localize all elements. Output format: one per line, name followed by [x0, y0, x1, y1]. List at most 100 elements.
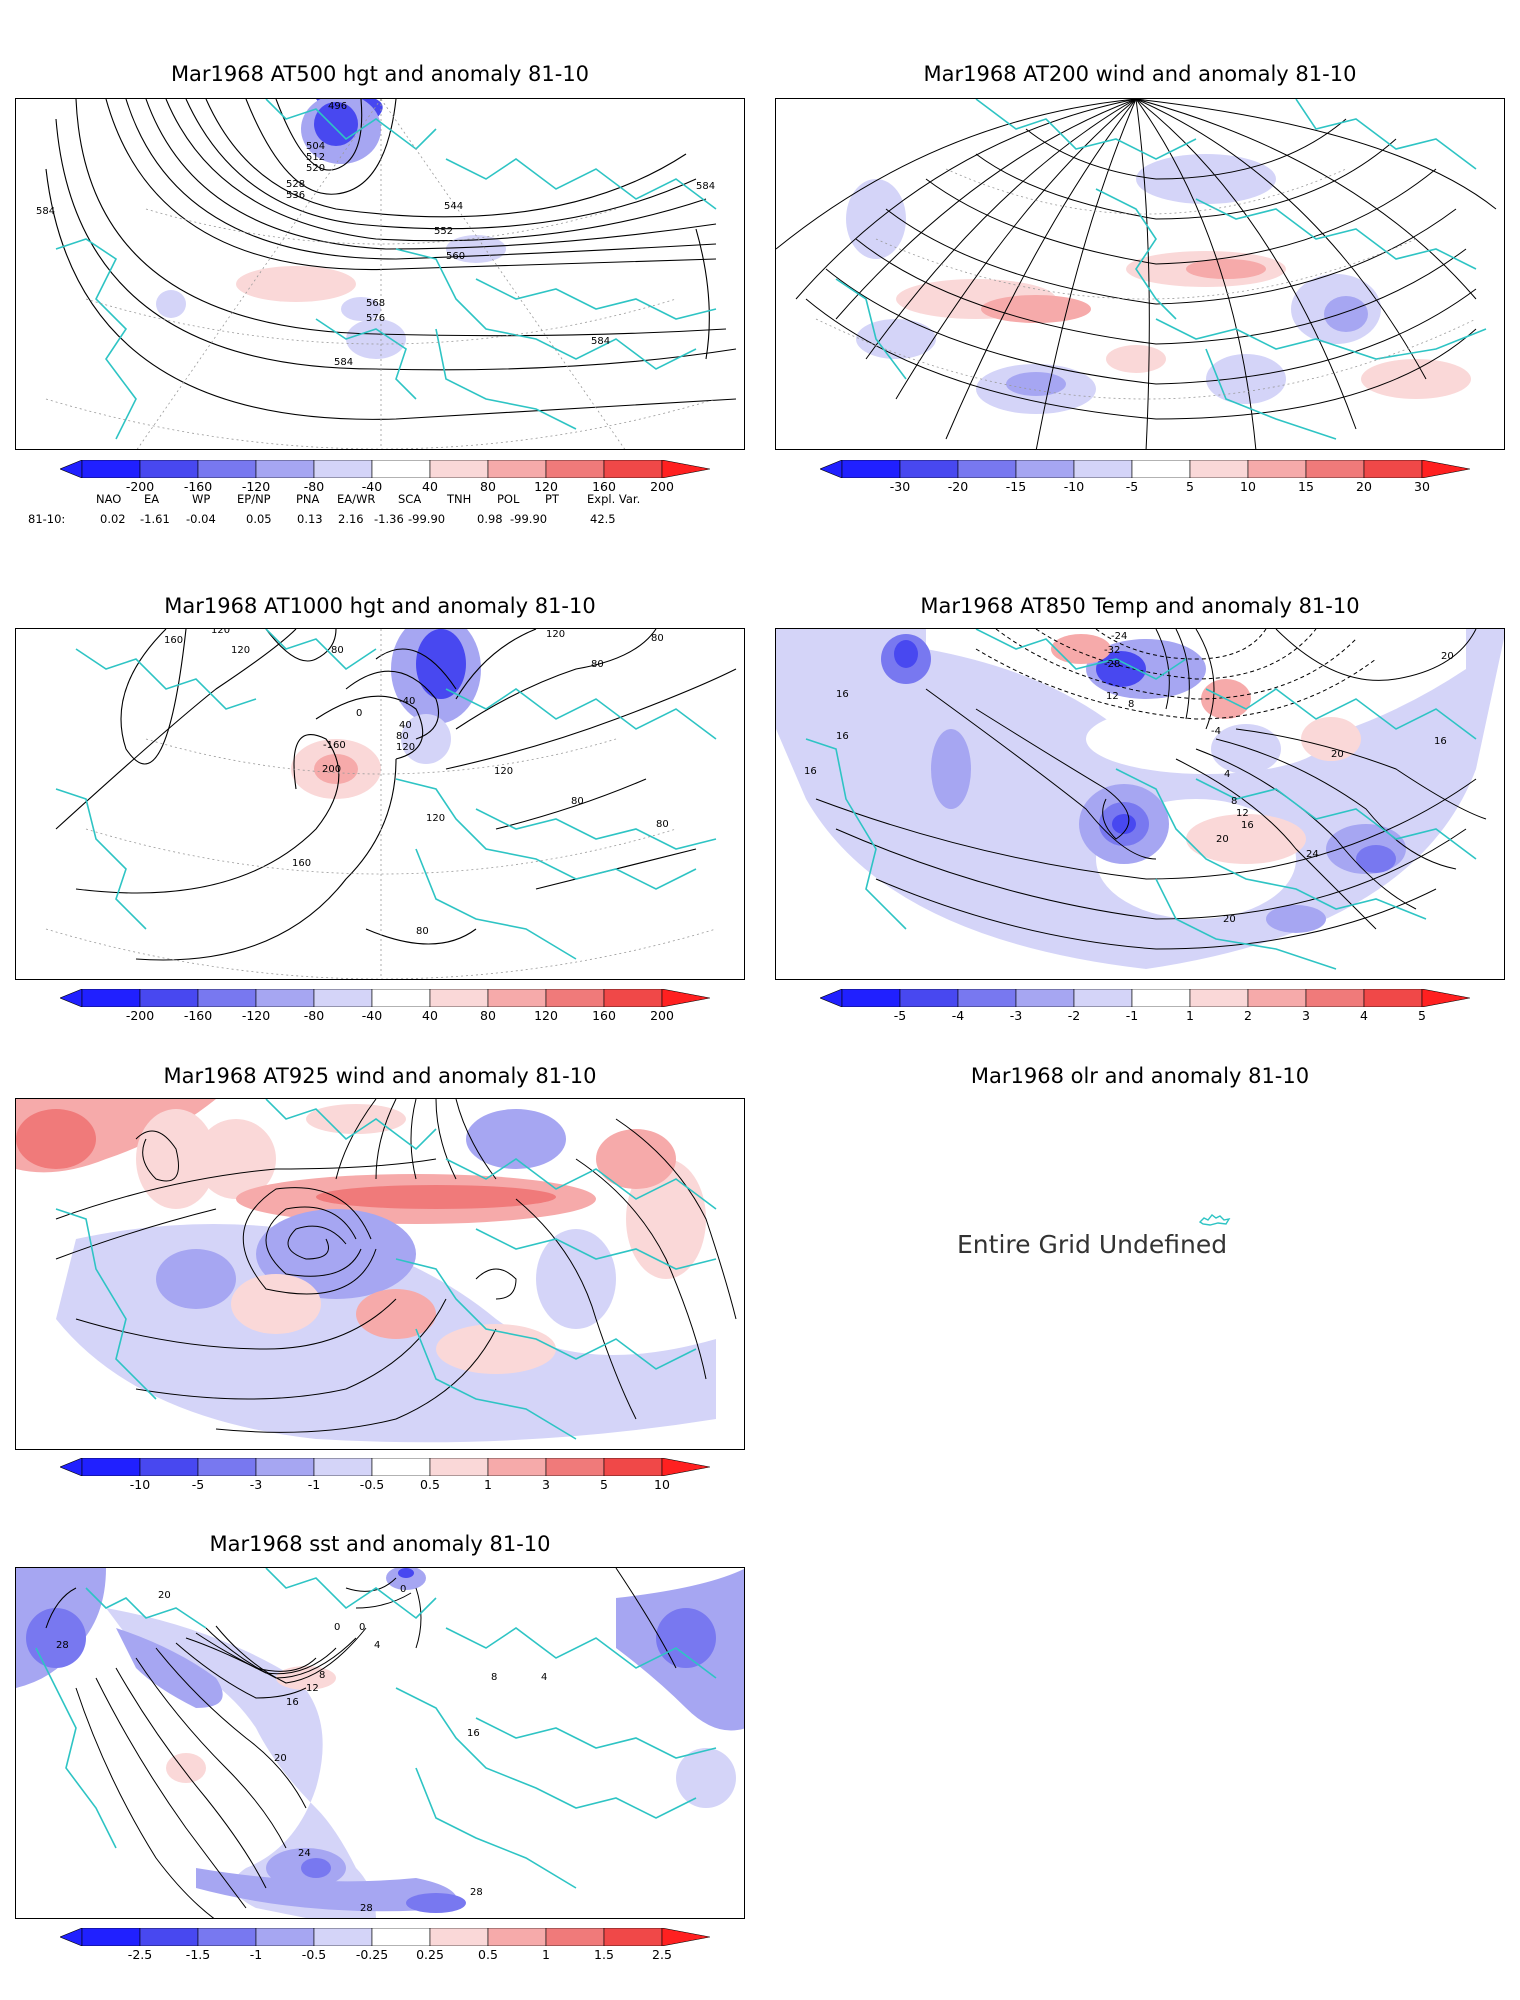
colorbar-tick: -80	[303, 479, 325, 494]
colorbar-tick: -0.25	[355, 1947, 389, 1962]
contour-label: 160	[164, 635, 183, 646]
contour-label: 12	[1106, 691, 1119, 702]
index-row-label: 81-10:	[28, 512, 66, 526]
colorbar-tick: -1	[1125, 1008, 1139, 1023]
contour-label: 8	[319, 1670, 325, 1681]
contour-label: 544	[444, 201, 463, 212]
colorbar-tick: 10	[654, 1477, 670, 1492]
contour-label: 576	[366, 313, 385, 324]
contour-label: 80	[656, 819, 669, 830]
colorbar-tick: -5	[893, 1008, 907, 1023]
colorbar-tick: 5	[1186, 479, 1194, 494]
contour-label: 120	[426, 813, 445, 824]
colorbar-tick: 3	[542, 1477, 550, 1492]
colorbar-tick: -40	[361, 1008, 383, 1023]
colorbar-850temp: -5 -4 -3 -2 -1 1 2 3 4 5	[819, 988, 1471, 1033]
index-header: WP	[192, 492, 211, 506]
contour-label: 520	[306, 163, 325, 174]
undefined-grid-message: Entire Grid Undefined	[957, 1230, 1228, 1259]
index-header: EA/WR	[337, 492, 376, 506]
panel-title-850temp: Mar1968 AT850 Temp and anomaly 81-10	[920, 594, 1360, 618]
colorbar-tick: -3	[249, 1477, 263, 1492]
colorbar-tick: 1.5	[594, 1947, 614, 1962]
contour-label: 0	[359, 1622, 365, 1633]
panel-title-500hgt: Mar1968 AT500 hgt and anomaly 81-10	[170, 62, 590, 86]
colorbar-tick: -15	[1005, 479, 1027, 494]
map-925wind	[15, 1098, 745, 1450]
contour-label: 120	[546, 629, 565, 640]
colorbar-tick: -10	[1063, 479, 1085, 494]
colorbar-sst: -2.5 -1.5 -1 -0.5 -0.25 0.25 0.5 1 1.5 2…	[59, 1927, 711, 1972]
panel-title-925wind: Mar1968 AT925 wind and anomaly 81-10	[163, 1064, 597, 1088]
panel-title-1000hgt: Mar1968 AT1000 hgt and anomaly 81-10	[164, 594, 596, 618]
index-value: 2.16	[338, 512, 364, 526]
colorbar-tick: -2.5	[127, 1947, 153, 1962]
contour-label: 12	[1236, 808, 1249, 819]
contour-label: 4	[374, 1640, 380, 1651]
colorbar-tick: 40	[422, 479, 438, 494]
colorbar-tick: 2.5	[652, 1947, 672, 1962]
contour-label: 200	[322, 764, 341, 775]
colorbar-tick: -200	[125, 1008, 155, 1023]
index-header: PT	[545, 492, 559, 506]
colorbar-tick: -0.5	[359, 1477, 385, 1492]
map-sst: 20 28 0 0 0 4 8 12 16 20 24 28 28 16 8 4	[15, 1567, 745, 1919]
contour-label: 512	[306, 152, 325, 163]
colorbar-tick: 1	[542, 1947, 550, 1962]
panel-title-sst: Mar1968 sst and anomaly 81-10	[209, 1532, 551, 1556]
colorbar-tick: 10	[1240, 479, 1256, 494]
colorbar-tick: -40	[361, 479, 383, 494]
colorbar-tick: 80	[480, 1008, 496, 1023]
colorbar-tick: 4	[1360, 1008, 1368, 1023]
index-header: NAO	[96, 492, 122, 506]
contour-label: 120	[231, 645, 250, 656]
colorbar-tick: 5	[1418, 1008, 1426, 1023]
contour-label: 16	[836, 689, 849, 700]
contour-label: 560	[446, 251, 465, 262]
contour-label: 160	[292, 858, 311, 869]
colorbar-tick: -1	[307, 1477, 321, 1492]
colorbar-tick: 2	[1244, 1008, 1252, 1023]
contour-label: 8	[1231, 796, 1237, 807]
map-500hgt: 496 504 512 520 528 536 544 552 560 568 …	[15, 98, 745, 450]
contour-label: 80	[396, 731, 409, 742]
colorbar-500hgt: -200 -160 -120 -80 -40 40 80 120 160 200	[59, 459, 711, 504]
colorbar-tick: 30	[1414, 479, 1430, 494]
contour-label: 80	[591, 659, 604, 670]
colorbar-tick: -10	[129, 1477, 151, 1492]
index-value: 0.05	[246, 512, 272, 526]
map-200wind	[775, 98, 1505, 450]
contour-label: 4	[541, 1672, 547, 1683]
contour-label: 28	[470, 1887, 483, 1898]
contour-label: 120	[211, 629, 230, 636]
contour-label: 0	[356, 708, 362, 719]
contour-label: 8	[491, 1672, 497, 1683]
colorbar-200wind: -30 -20 -15 -10 -5 5 10 15 20 30	[819, 459, 1471, 504]
colorbar-tick: 40	[422, 1008, 438, 1023]
contour-label: 120	[494, 766, 513, 777]
colorbar-tick: 120	[534, 1008, 558, 1023]
contour-label: -160	[323, 740, 346, 751]
contour-label: 16	[836, 731, 849, 742]
colorbar-tick: -80	[303, 1008, 325, 1023]
colorbar-tick: 1	[1186, 1008, 1194, 1023]
undefined-map-fragment	[1198, 1214, 1231, 1226]
index-header: TNH	[447, 492, 472, 506]
contour-label: 16	[1241, 820, 1254, 831]
colorbar-tick: 20	[1356, 479, 1372, 494]
index-value: -0.04	[186, 512, 216, 526]
contour-label: 584	[334, 357, 353, 368]
contour-label: 20	[274, 1753, 287, 1764]
colorbar-tick: -5	[1125, 479, 1139, 494]
contour-label: 8	[1128, 699, 1134, 710]
contour-label: 28	[360, 1903, 373, 1914]
contour-label: 20	[1441, 651, 1454, 662]
index-value: -1.61	[140, 512, 170, 526]
contour-label: 80	[416, 926, 429, 937]
map-850temp: -24 -32 -28 12 8 16 16 16 -4 4 8 12 16 2…	[775, 628, 1505, 980]
contour-label: 0	[334, 1622, 340, 1633]
contour-label: 24	[1306, 849, 1319, 860]
contour-label: 16	[804, 766, 817, 777]
contour-label: 80	[651, 633, 664, 644]
panel-title-200wind: Mar1968 AT200 wind and anomaly 81-10	[923, 62, 1357, 86]
